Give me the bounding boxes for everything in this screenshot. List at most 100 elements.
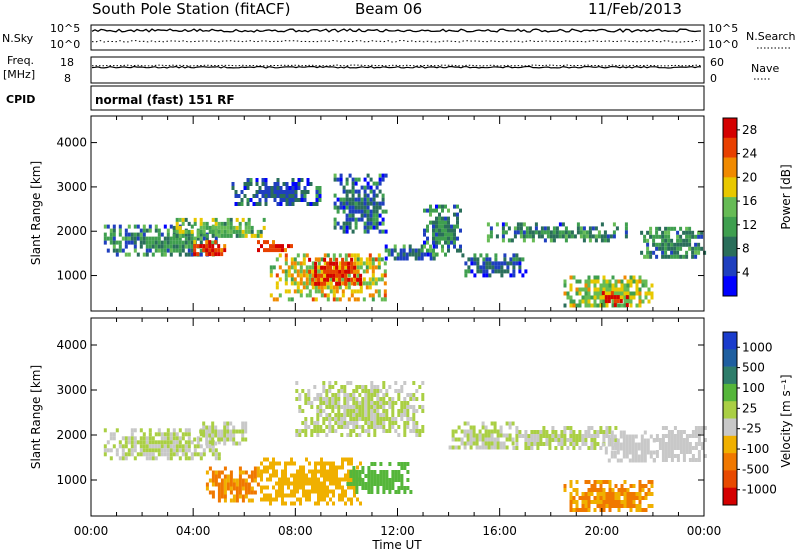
heatmap-cell-2 [220,252,224,257]
heatmap-cell-5 [364,429,368,433]
heatmap-cell-0 [115,428,119,433]
heatmap-cell-4 [356,253,360,258]
heatmap-cell-7 [372,221,376,226]
heatmap-cell-0 [112,224,116,229]
heatmap-cell-7 [375,221,379,226]
heatmap-cell-11 [489,226,493,231]
heatmap-cell-2 [211,252,215,257]
heatmap-cell-6 [469,445,473,450]
heatmap-cell-5 [412,425,416,429]
heatmap-cell-4 [367,474,371,478]
heatmap-cell-14 [691,250,695,255]
heatmap-cell-4 [335,297,339,302]
heatmap-cell-3 [338,465,341,470]
heatmap-cell-9 [441,224,444,229]
heatmap-cell-5 [325,425,329,429]
heatmap-cell-4 [382,486,386,490]
heatmap-cell-9 [441,208,444,213]
heatmap-cell-4 [290,257,294,262]
heatmap-cell-7 [363,197,367,202]
heatmap-cell-6 [466,437,470,442]
heatmap-cell-5 [391,417,395,421]
heatmap-cell-5 [349,417,353,421]
heatmap-cell-2 [244,494,248,499]
heatmap-cell-6 [505,421,509,426]
heatmap-cell-5 [340,413,344,417]
xtick-label: 08:00 [278,524,313,538]
heatmap-cell-4 [317,289,321,294]
heatmap-cell-4 [290,265,294,270]
heatmap-cell-7 [578,446,582,450]
heatmap-cell-1 [250,229,254,234]
heatmap-cell-7 [363,193,367,198]
heatmap-cell-11 [567,230,571,235]
heatmap-cell-4 [305,269,309,274]
heatmap-cell-4 [388,478,392,482]
heatmap-cell-0 [148,240,152,245]
heatmap-cell-3 [341,485,344,490]
heatmap-cell-9 [610,434,614,439]
heatmap-cell-6 [291,182,295,186]
heatmap-cell-3 [302,489,305,494]
heatmap-cell-14 [667,226,671,231]
heatmap-cell-9 [616,438,620,443]
heatmap-cell-12 [587,295,591,300]
heatmap-cell-5 [367,397,371,401]
heatmap-cell-5 [310,421,314,425]
heatmap-cell-4 [367,478,371,482]
heatmap-cell-0 [112,444,116,449]
heatmap-cell-5 [350,261,354,266]
heatmap-cell-11 [603,230,607,235]
heatmap-cell-1 [238,233,242,238]
heatmap-cell-2 [211,494,215,499]
heatmap-cell-7 [357,201,361,206]
heatmap-cell-5 [388,397,392,401]
heatmap-cell-0 [160,432,164,437]
heatmap-cell-0 [163,448,167,453]
heatmap-cell-8 [614,492,618,496]
heatmap-cell-4 [323,253,327,258]
heatmap-cell-0 [121,452,125,457]
heatmap-cell-6 [306,202,310,206]
heatmap-cell-11 [555,226,559,231]
heatmap-cell-4 [400,462,404,466]
heatmap-cell-12 [596,275,600,280]
heatmap-cell-8 [569,500,573,504]
heatmap-cell-12 [593,303,597,308]
heatmap-cell-4 [371,281,375,286]
heatmap-cell-12 [611,275,615,280]
heatmap-cell-3 [287,244,290,249]
heatmap-cell-5 [344,273,348,278]
heatmap-cell-1 [211,437,215,442]
heatmap-cell-10 [515,261,519,266]
heatmap-cell-3 [290,457,293,462]
heatmap-cell-3 [344,473,347,478]
heatmap-cell-0 [211,452,215,457]
heatmap-cell-7 [369,189,373,194]
heatmap-cell-0 [205,236,209,241]
heatmap-cell-4 [305,281,309,286]
heatmap-cell-11 [597,230,601,235]
heatmap-cell-7 [342,185,346,190]
heatmap-cell-3 [308,497,311,502]
heatmap-cell-6 [285,202,289,206]
heatmap-cell-10 [691,446,695,450]
heatmap-cell-0 [103,236,107,241]
heatmap-cell-8 [584,504,588,508]
heatmap-cell-2 [223,498,227,503]
heatmap-cell-5 [400,405,404,409]
heatmap-cell-9 [432,232,435,237]
heatmap-cell-5 [382,397,386,401]
heatmap-cell-6 [490,433,494,438]
heatmap-cell-7 [372,209,376,214]
heatmap-cell-5 [335,261,339,266]
heatmap-cell-14 [694,234,698,239]
heatmap-cell-2 [244,478,248,483]
heatmap-cell-14 [658,246,662,251]
heatmap-cell-1 [172,225,176,230]
heatmap-cell-6 [493,425,497,430]
heatmap-cell-6 [484,441,488,446]
heatmap-cell-4 [409,490,413,494]
heatmap-cell-9 [634,458,638,463]
heatmap-cell-5 [304,433,308,437]
